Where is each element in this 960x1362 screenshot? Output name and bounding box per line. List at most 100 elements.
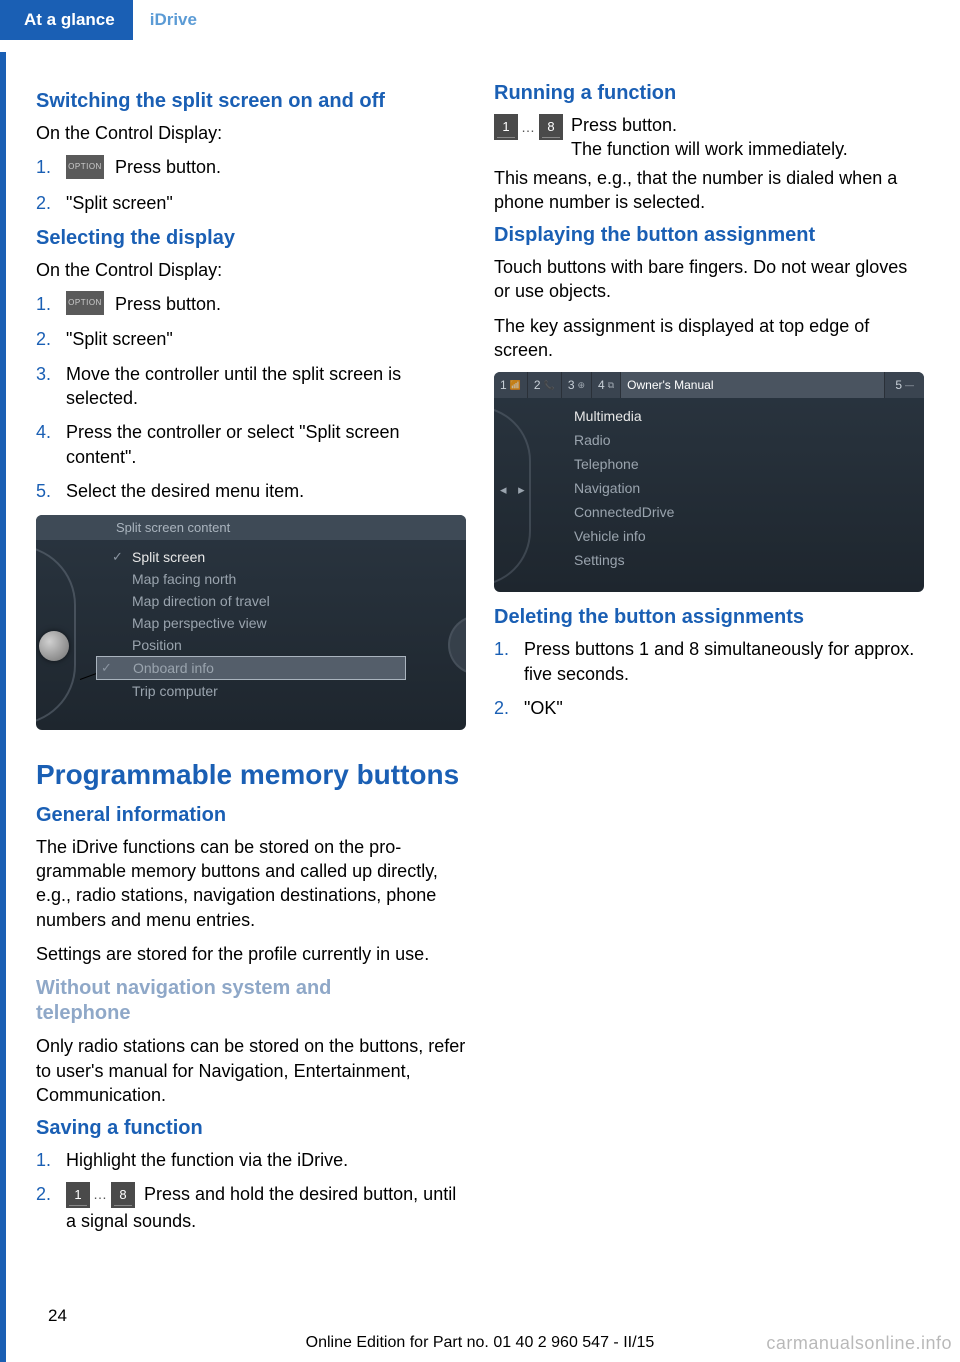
- step-text: Select the desired menu item.: [66, 479, 466, 503]
- key-8-icon: 8: [111, 1182, 135, 1208]
- screenshot2-tab: 2📞: [528, 372, 562, 398]
- ellipsis-icon: …: [93, 1185, 108, 1204]
- heading-without-nav: Without navigation system and telephone: [36, 976, 466, 1026]
- tab-label: 4: [598, 378, 605, 392]
- watermark: carmanualsonline.info: [766, 1333, 952, 1354]
- memory-keys-icon: 1…8: [494, 114, 563, 140]
- paragraph: The key assignment is displayed at top e…: [494, 314, 924, 363]
- step-number: 1.: [36, 292, 66, 316]
- steps-selecting: 1. OPTION Press button. 2. "Split screen…: [36, 292, 466, 503]
- screenshot1-item: Position: [108, 634, 466, 656]
- header-title: iDrive: [138, 0, 209, 40]
- step-number: 1.: [494, 637, 524, 661]
- step-number: 1.: [36, 1148, 66, 1172]
- step-item: 4. Press the controller or select "Split…: [36, 420, 466, 469]
- memory-keys-icon: 1…8: [66, 1182, 135, 1208]
- signal-icon: 📶: [510, 380, 521, 391]
- heading-line: telephone: [36, 1002, 130, 1024]
- step-item: 2. 1…8 Press and hold the desired button…: [36, 1182, 466, 1233]
- paragraph: Settings are stored for the profile curr…: [36, 942, 466, 966]
- tab-label: 1: [500, 378, 507, 392]
- running-line2: The function will work immediately.: [571, 139, 848, 159]
- heading-general-info: General information: [36, 804, 466, 827]
- screenshot2-item: Telephone: [564, 452, 924, 476]
- screenshot2-tab: 5—: [885, 372, 924, 398]
- step-body: OPTION Press button.: [66, 292, 466, 317]
- steps-deleting: 1. Press buttons 1 and 8 simultaneously …: [494, 637, 924, 720]
- heading-line: Without navigation system and: [36, 977, 331, 999]
- page: At a glance iDrive Switching the split s…: [0, 0, 960, 1362]
- key-1-icon: 1: [66, 1182, 90, 1208]
- running-block: 1…8 Press button. The function will work…: [494, 113, 924, 162]
- heading-running: Running a function: [494, 82, 924, 105]
- step-number: 2.: [494, 696, 524, 720]
- step-text: "OK": [524, 696, 924, 720]
- screenshot1-list: Split screen Map facing north Map direct…: [36, 540, 466, 702]
- screenshot2-item: Vehicle info: [564, 524, 924, 548]
- screenshot2-tab: 3⊕: [562, 372, 592, 398]
- heading-selecting: Selecting the display: [36, 227, 466, 250]
- steps-switch-split: 1. OPTION Press button. 2. "Split screen…: [36, 155, 466, 215]
- paragraph: Touch buttons with bare fingers. Do not …: [494, 255, 924, 304]
- step-text: Press the controller or select "Split sc…: [66, 420, 466, 469]
- page-number: 24: [48, 1306, 67, 1326]
- step-item: 2. "Split screen": [36, 191, 466, 215]
- step-text: Highlight the function via the iDrive.: [66, 1148, 466, 1172]
- step-item: 2. "Split screen": [36, 327, 466, 351]
- paragraph: This means, e.g., that the number is dia…: [494, 166, 924, 215]
- screenshot2-item: Radio: [564, 428, 924, 452]
- tab-label: 2: [534, 378, 541, 392]
- step-number: 2.: [36, 191, 66, 215]
- screenshot1-item: Map facing north: [108, 568, 466, 590]
- header-bar: At a glance iDrive: [0, 0, 960, 52]
- key-1-icon: 1: [494, 114, 518, 140]
- ellipsis-icon: …: [521, 118, 536, 137]
- step-text: Press buttons 1 and 8 simultaneously for…: [524, 637, 924, 686]
- screenshot2-item: Settings: [564, 548, 924, 572]
- screenshot1-item-highlighted: Onboard info: [96, 656, 406, 680]
- heading-switch-split: Switching the split screen on and off: [36, 90, 466, 113]
- screenshot1-item: Split screen: [108, 546, 466, 568]
- tab-label: 3: [568, 378, 575, 392]
- screenshot1-item: Trip computer: [108, 680, 466, 702]
- step-item: 5. Select the desired menu item.: [36, 479, 466, 503]
- header-section: At a glance: [0, 0, 133, 40]
- step-item: 1. Highlight the function via the iDrive…: [36, 1148, 466, 1172]
- step-number: 4.: [36, 420, 66, 444]
- step-text: "Split screen": [66, 327, 466, 351]
- screenshot2-item: Navigation: [564, 476, 924, 500]
- tab-label: Owner's Manual: [627, 378, 713, 392]
- tab-label: 5: [895, 378, 902, 392]
- nav-arrows-icon: ◂ ▸: [500, 482, 529, 498]
- idrive-split-screen-screenshot: Split screen content Split screen Map fa…: [36, 515, 466, 730]
- phone-icon: 📞: [544, 380, 555, 391]
- left-stripe: [0, 52, 6, 1362]
- step-text: Press button.: [110, 294, 221, 314]
- screenshot2-tab: 4⧉: [592, 372, 621, 398]
- step-number: 2.: [36, 327, 66, 351]
- step-body: 1…8 Press and hold the desired button, u…: [66, 1182, 466, 1233]
- content-columns: Switching the split screen on and off On…: [0, 52, 960, 1282]
- steps-saving: 1. Highlight the function via the iDrive…: [36, 1148, 466, 1233]
- screenshot1-item: Map direction of travel: [108, 590, 466, 612]
- intro-selecting: On the Control Display:: [36, 258, 466, 282]
- screenshot1-item: Map perspective view: [108, 612, 466, 634]
- step-item: 3. Move the controller until the split s…: [36, 362, 466, 411]
- screenshot2-item: Multimedia: [564, 404, 924, 428]
- step-item: 1. Press buttons 1 and 8 simultaneously …: [494, 637, 924, 686]
- step-item: 1. OPTION Press button.: [36, 155, 466, 180]
- button-assignment-screenshot: 1📶 2📞 3⊕ 4⧉ Owner's Manual 5— ◂ ▸ Multim…: [494, 372, 924, 592]
- key-8-icon: 8: [539, 114, 563, 140]
- option-button-icon: OPTION: [66, 291, 104, 315]
- step-number: 2.: [36, 1182, 66, 1206]
- screenshot2-tab: 1📶: [494, 372, 528, 398]
- step-number: 1.: [36, 155, 66, 179]
- step-text: Press button.: [110, 157, 221, 177]
- screenshot2-tab-active: Owner's Manual: [621, 372, 885, 398]
- globe-icon: ⊕: [578, 380, 586, 391]
- step-text: "Split screen": [66, 191, 466, 215]
- heading-programmable-buttons: Programmable memory buttons: [36, 758, 466, 792]
- controller-knob-icon: [39, 631, 69, 661]
- step-item: 1. OPTION Press button.: [36, 292, 466, 317]
- step-text: Move the controller until the split scre…: [66, 362, 466, 411]
